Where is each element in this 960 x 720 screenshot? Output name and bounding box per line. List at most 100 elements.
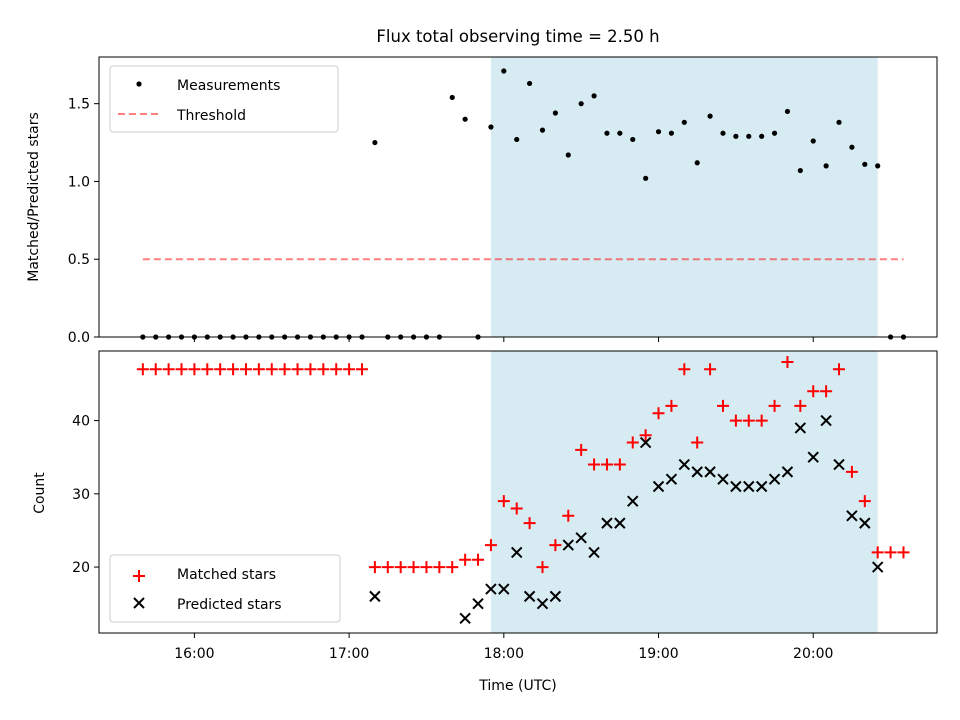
measurement-point — [604, 130, 610, 136]
measurement-point — [539, 127, 546, 133]
measurement-point — [771, 130, 778, 136]
measurement-point — [565, 152, 571, 158]
measurement-point — [849, 144, 855, 150]
top-y-tick-label: 0.0 — [68, 330, 90, 346]
matched-star-point — [278, 363, 291, 376]
matched-star-point — [704, 363, 717, 376]
bottom-y-tick-label: 20 — [72, 560, 90, 576]
matched-star-point — [665, 399, 678, 412]
predicted-star-point — [794, 422, 807, 434]
matched-star-point — [136, 363, 149, 376]
x-tick-label: 17:00 — [329, 646, 369, 662]
matched-star-point — [368, 561, 381, 574]
matched-star-point — [317, 363, 330, 376]
matched-star-point — [252, 363, 265, 376]
legend-threshold-label: Threshold — [176, 108, 246, 124]
legend-predicted-label: Predicted stars — [177, 597, 282, 613]
matched-star-point — [794, 399, 807, 412]
predicted-star-point — [575, 532, 587, 544]
measurement-point — [836, 119, 842, 125]
matched-star-point — [291, 363, 304, 376]
measurement-point — [681, 119, 687, 125]
matched-star-point — [175, 363, 188, 376]
bottom-legend-box — [109, 554, 341, 623]
predicted-star-point — [678, 458, 691, 471]
predicted-star-point — [755, 480, 768, 493]
predicted-star-point — [833, 458, 845, 471]
measurement-point — [707, 113, 713, 119]
predicted-star-point — [704, 466, 716, 478]
top-legend: Measurements Threshold — [109, 65, 339, 133]
measurement-point — [578, 101, 584, 107]
matched-star-point — [497, 495, 510, 508]
matched-star-point — [639, 429, 652, 442]
predicted-star-point — [588, 546, 600, 559]
predicted-star-point — [549, 590, 562, 603]
matched-star-point — [304, 363, 317, 376]
matched-star-point — [536, 561, 549, 574]
matched-star-point — [768, 399, 781, 412]
matched-star-point — [188, 363, 201, 376]
measurement-point — [759, 133, 765, 139]
predicted-star-point — [652, 480, 665, 493]
measurement-point — [449, 94, 455, 101]
top-axes-frame — [98, 56, 938, 338]
predicted-star-point — [859, 517, 871, 529]
x-tick-label: 19:00 — [638, 646, 678, 662]
predicted-star-point — [665, 473, 678, 485]
matched-star-point — [214, 363, 227, 376]
legend-predicted-marker — [133, 597, 145, 609]
predicted-star-point — [691, 466, 703, 478]
matched-star-point — [871, 546, 884, 559]
top-y-tick-label: 1.5 — [68, 97, 90, 113]
matched-star-point — [343, 363, 356, 376]
measurement-point — [746, 133, 752, 139]
matched-star-point — [394, 561, 407, 574]
predicted-star-point — [511, 546, 523, 559]
measurement-point — [720, 130, 726, 136]
measurement-point — [591, 93, 597, 99]
measurement-point — [514, 136, 520, 143]
matched-star-point — [484, 539, 497, 552]
matched-star-point — [807, 385, 820, 398]
predicted-star-point — [717, 473, 729, 485]
predicted-star-point — [369, 590, 381, 603]
predicted-star-point — [846, 510, 858, 522]
x-tick-label: 18:00 — [484, 646, 524, 662]
bottom-legend: Matched stars Predicted stars — [109, 554, 341, 623]
measurement-point — [810, 138, 816, 144]
measurement-point — [668, 130, 675, 136]
matched-star-point — [472, 553, 485, 566]
legend-measurements-marker — [136, 81, 142, 87]
matched-star-point — [562, 509, 575, 522]
matched-star-point — [149, 363, 162, 376]
measurement-point — [630, 136, 636, 143]
matched-star-point — [549, 539, 562, 552]
measurement-point — [784, 108, 791, 115]
matched-star-point — [381, 561, 394, 574]
x-tick-label: 20:00 — [793, 646, 833, 662]
top-y-tick-label: 0.5 — [68, 252, 90, 268]
predicted-star-point — [820, 414, 832, 427]
matched-star-point — [613, 458, 626, 471]
top-legend-box — [109, 65, 339, 133]
matched-star-point — [833, 363, 846, 376]
matched-star-point — [162, 363, 175, 376]
measurement-point — [862, 161, 868, 167]
matched-star-point — [446, 561, 459, 574]
predicted-star-point — [743, 480, 755, 493]
predicted-star-point — [485, 583, 497, 595]
predicted-star-point — [614, 517, 626, 529]
matched-star-point — [433, 561, 446, 574]
measurement-point — [655, 129, 662, 135]
matched-star-point — [729, 414, 742, 427]
matched-star-point — [755, 414, 768, 427]
bottom-y-tick-label: 30 — [72, 487, 90, 503]
predicted-star-point — [523, 590, 536, 603]
matched-star-point — [588, 458, 601, 471]
matched-star-point — [420, 561, 433, 574]
bottom-observing-band — [490, 351, 878, 633]
measurement-point — [617, 130, 623, 136]
matched-star-point — [652, 407, 665, 420]
bottom-panel: 20 30 40 16:00 17:00 18:00 19:00 20:00 Count T… — [32, 350, 938, 694]
